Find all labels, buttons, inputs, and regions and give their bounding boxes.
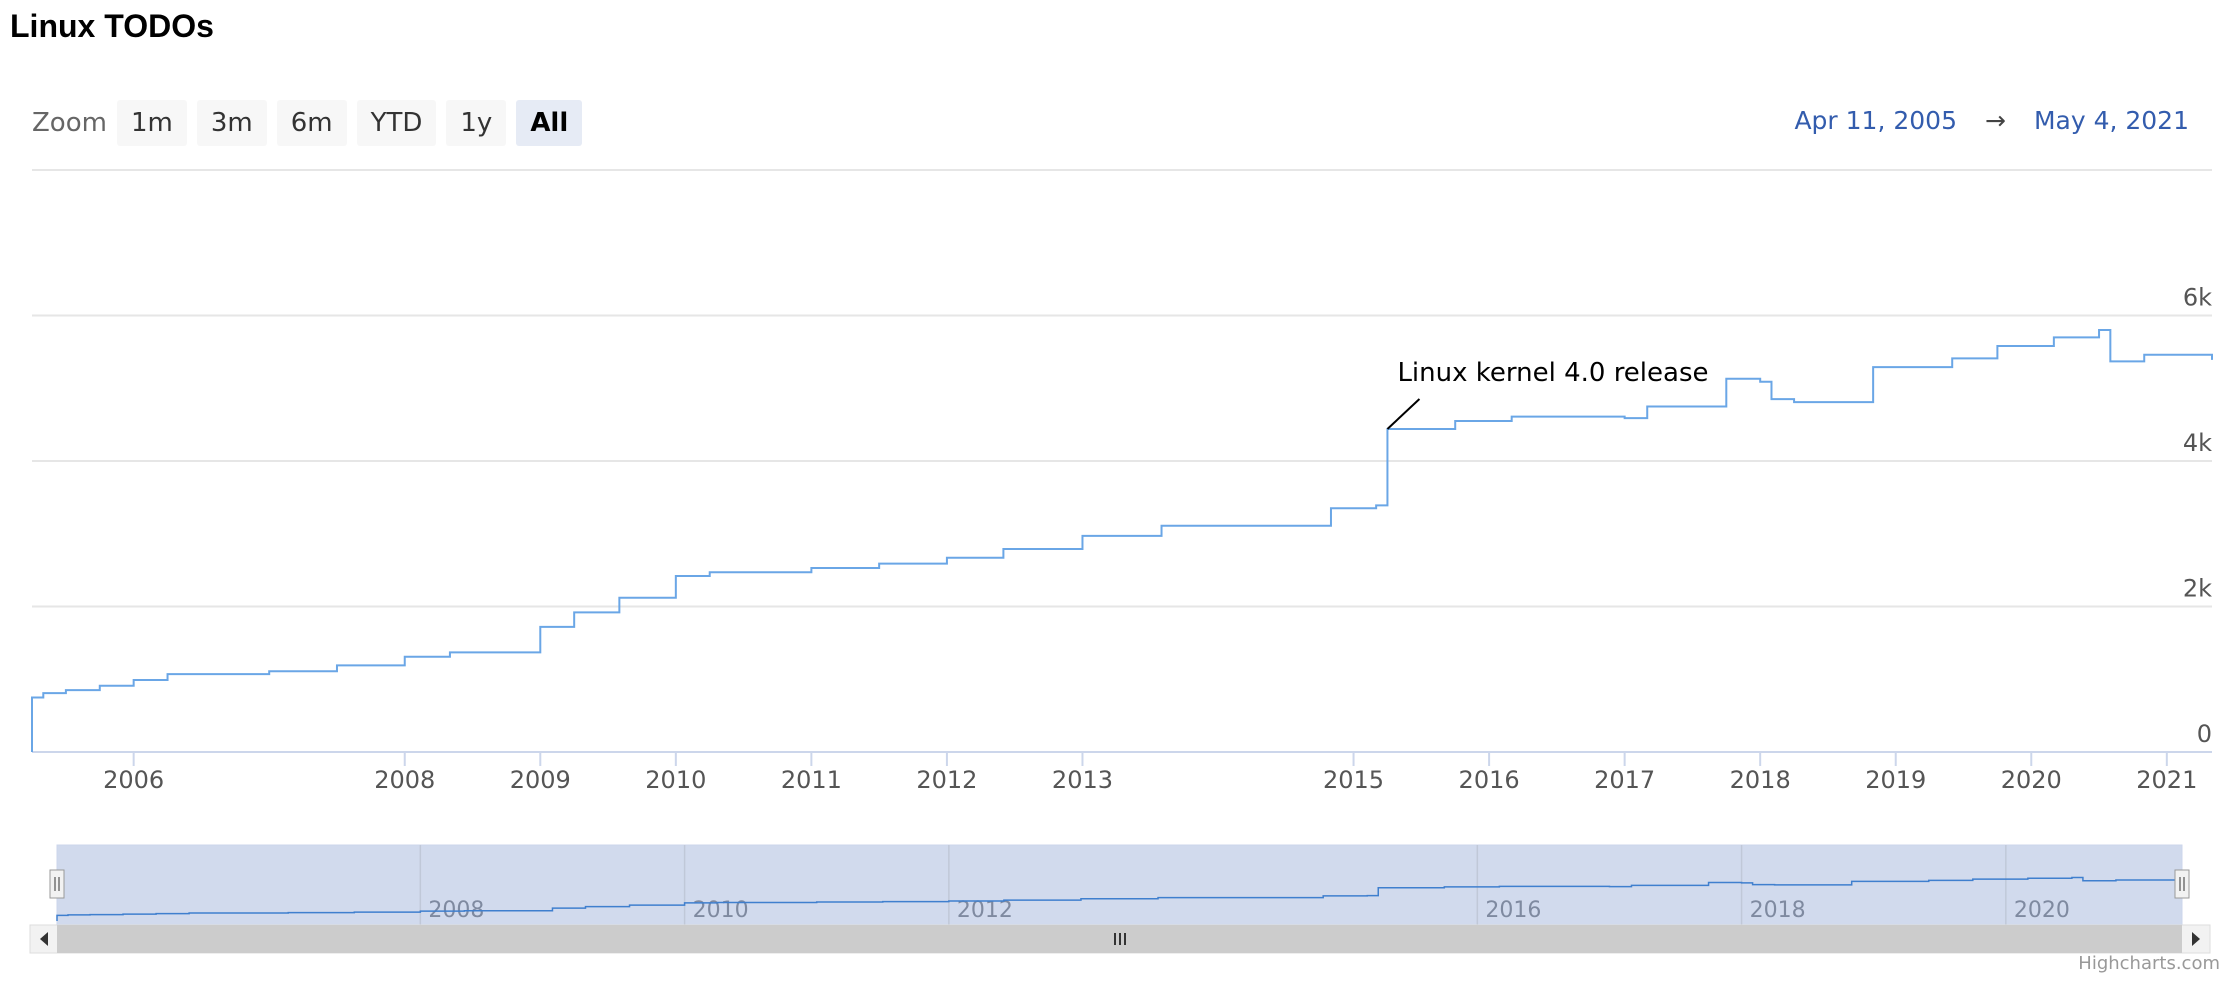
navigator-handle[interactable] [2174, 869, 2190, 899]
credits[interactable]: Highcharts.com [2078, 953, 2220, 974]
x-tick-label: 2015 [1323, 766, 1384, 794]
zoom-label: Zoom [32, 108, 107, 138]
scroll-left[interactable] [40, 932, 48, 946]
zoom-button[interactable]: 1y [446, 100, 507, 146]
navigator-label: 2018 [1750, 898, 1806, 923]
range-arrow: → [1984, 106, 2006, 135]
zoom-button[interactable]: 6m [276, 100, 347, 146]
range-from[interactable]: Apr 11, 2005 [1794, 106, 1957, 135]
x-tick-label: 2012 [916, 766, 977, 794]
navigator-label: 2016 [1485, 898, 1541, 923]
x-tick-label: 2021 [2136, 766, 2197, 794]
x-tick-label: 2017 [1594, 766, 1655, 794]
series-line [31, 329, 2213, 752]
y-tick-label: 4k [2183, 429, 2212, 457]
x-tick-label: 2016 [1459, 766, 1520, 794]
date-range: Apr 11, 2005 → May 4, 2021 [1780, 106, 2203, 135]
annotation: Linux kernel 4.0 release [1397, 358, 1708, 388]
y-tick-label: 0 [2197, 720, 2212, 748]
x-tick-label: 2019 [1865, 766, 1926, 794]
annotation-connector [1386, 398, 1421, 430]
zoom-button[interactable]: All [516, 100, 583, 146]
zoom-button[interactable]: 3m [196, 100, 267, 146]
y-tick-label: 2k [2183, 575, 2212, 603]
x-tick-label: 2009 [510, 766, 571, 794]
zoom-bar: Zoom 1m 3m 6m YTD 1y All [32, 100, 583, 146]
navigator-label: 2012 [957, 898, 1013, 923]
navigator-handle[interactable] [49, 869, 65, 899]
x-tick-label: 2020 [2001, 766, 2062, 794]
zoom-button[interactable]: YTD [356, 100, 437, 146]
title: Linux TODOs [10, 8, 214, 44]
zoom-button[interactable]: 1m [116, 100, 187, 146]
navigator-label: 2020 [2014, 898, 2070, 923]
x-tick-label: 2018 [1730, 766, 1791, 794]
range-to[interactable]: May 4, 2021 [2033, 106, 2189, 135]
x-tick-label: 2011 [781, 766, 842, 794]
y-tick-label: 6k [2183, 284, 2212, 312]
x-tick-label: 2010 [645, 766, 706, 794]
x-tick-label: 2008 [374, 766, 435, 794]
x-tick-label: 2006 [103, 766, 164, 794]
x-tick-label: 2013 [1052, 766, 1113, 794]
navigator-mask [56, 844, 2183, 926]
navigator-line [56, 876, 2183, 921]
scroll-right[interactable] [2192, 932, 2200, 946]
